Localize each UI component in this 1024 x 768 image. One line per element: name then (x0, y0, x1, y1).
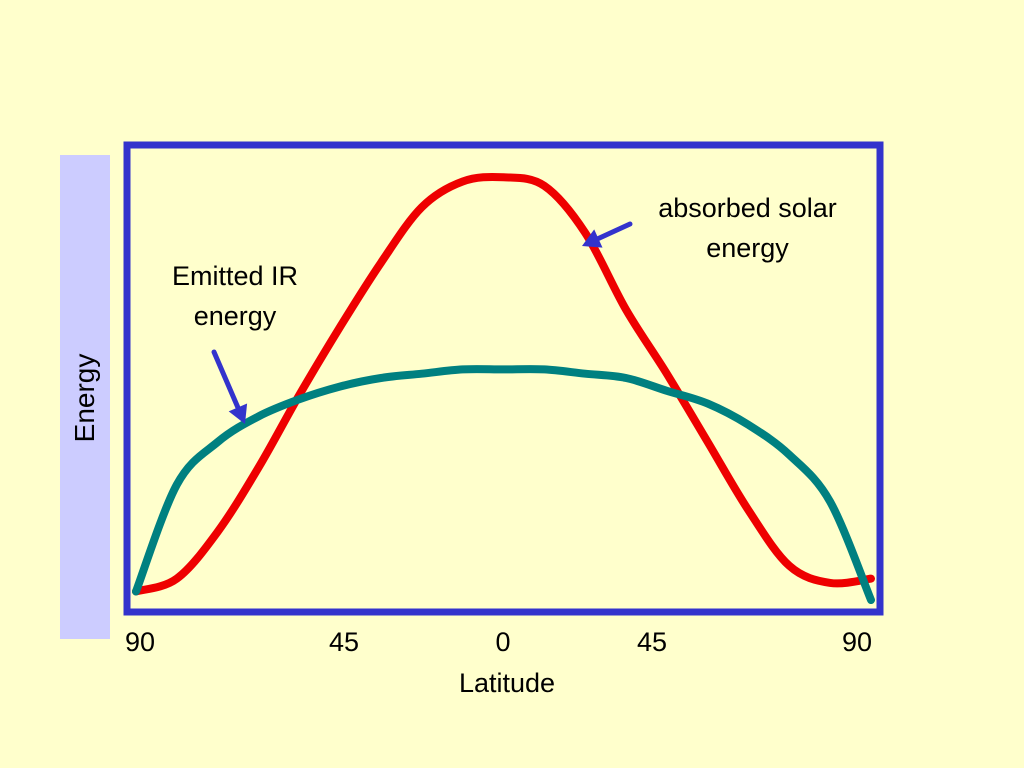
solar-annotation-line-2: energy (706, 233, 789, 263)
ir-annotation-line-2: energy (193, 301, 277, 331)
solar-annotation: absorbed solar energy (635, 188, 860, 268)
plot-frame (123, 141, 884, 616)
ir-annotation-line-1: Emitted IR (171, 261, 299, 291)
ir-series-line (132, 365, 875, 604)
x-tick-label: 45 (328, 627, 360, 657)
ir-annotation: Emitted IR energy (150, 256, 320, 336)
solar-series-line (132, 172, 875, 596)
solar-arrow (582, 221, 633, 248)
x-tick-label: 90 (841, 627, 873, 657)
x-axis-label: Latitude (458, 668, 556, 698)
x-tick-label: 90 (124, 627, 156, 657)
y-axis-label-band (60, 155, 110, 639)
solar-annotation-line-1: absorbed solar (658, 193, 837, 223)
x-tick-label: 0 (495, 627, 511, 657)
x-tick-label: 45 (636, 627, 668, 657)
ir-arrow (211, 349, 248, 424)
